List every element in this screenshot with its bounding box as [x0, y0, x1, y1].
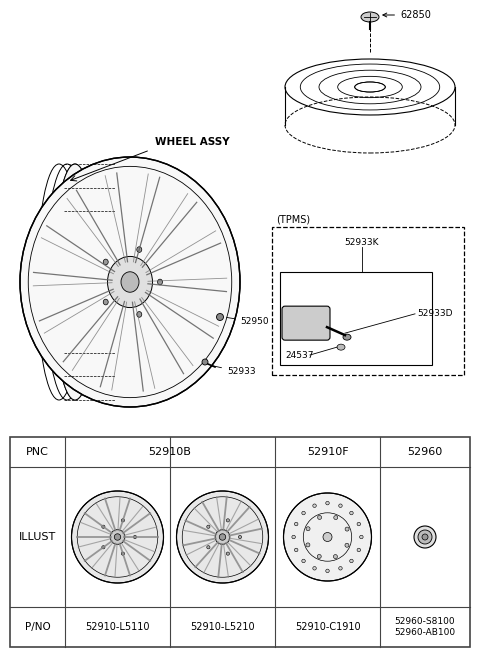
Ellipse shape — [72, 491, 164, 583]
Text: 52933D: 52933D — [417, 309, 453, 319]
Ellipse shape — [318, 516, 322, 520]
Text: 52950: 52950 — [227, 317, 269, 327]
Ellipse shape — [345, 543, 349, 547]
Ellipse shape — [202, 359, 208, 365]
Ellipse shape — [177, 491, 268, 583]
Ellipse shape — [414, 526, 436, 548]
Ellipse shape — [302, 559, 305, 562]
Ellipse shape — [157, 279, 163, 285]
Text: 52910-L5110: 52910-L5110 — [85, 622, 150, 632]
Ellipse shape — [110, 530, 125, 545]
Ellipse shape — [317, 555, 321, 558]
Ellipse shape — [360, 535, 363, 539]
Ellipse shape — [207, 525, 210, 528]
Ellipse shape — [323, 533, 332, 541]
Ellipse shape — [108, 256, 153, 307]
Ellipse shape — [313, 566, 316, 570]
Ellipse shape — [219, 533, 226, 540]
Ellipse shape — [137, 311, 142, 317]
Ellipse shape — [121, 552, 124, 555]
Ellipse shape — [137, 247, 142, 252]
Text: 52910B: 52910B — [149, 447, 192, 457]
Ellipse shape — [121, 519, 124, 522]
Ellipse shape — [313, 504, 316, 507]
Text: 24537: 24537 — [285, 350, 313, 359]
Ellipse shape — [361, 12, 379, 22]
Ellipse shape — [422, 534, 428, 540]
Text: WHEEL ASSY: WHEEL ASSY — [155, 137, 229, 147]
Ellipse shape — [114, 533, 121, 540]
Ellipse shape — [53, 164, 97, 400]
FancyBboxPatch shape — [282, 306, 330, 340]
Ellipse shape — [207, 546, 210, 549]
Ellipse shape — [292, 535, 295, 539]
Text: 52933: 52933 — [212, 365, 256, 376]
Ellipse shape — [284, 493, 372, 581]
Ellipse shape — [306, 543, 310, 547]
Ellipse shape — [133, 535, 137, 539]
Ellipse shape — [20, 157, 240, 407]
Ellipse shape — [343, 334, 351, 340]
Ellipse shape — [226, 519, 229, 522]
Text: (TPMS): (TPMS) — [276, 215, 310, 225]
Ellipse shape — [334, 516, 338, 520]
Ellipse shape — [350, 511, 353, 515]
Ellipse shape — [121, 272, 139, 292]
Text: 52933K: 52933K — [345, 238, 379, 247]
Text: 52910-L5210: 52910-L5210 — [190, 622, 255, 632]
Ellipse shape — [326, 501, 329, 505]
Bar — [10, 437, 470, 647]
Ellipse shape — [102, 546, 105, 549]
Text: PNC: PNC — [26, 447, 49, 457]
Ellipse shape — [294, 548, 298, 552]
Text: ILLUST: ILLUST — [19, 532, 56, 542]
Bar — [272, 227, 464, 375]
Ellipse shape — [294, 522, 298, 526]
Ellipse shape — [339, 566, 342, 570]
Ellipse shape — [102, 525, 105, 528]
Text: 52960-S8100
52960-AB100: 52960-S8100 52960-AB100 — [395, 617, 456, 637]
Ellipse shape — [357, 522, 360, 526]
Ellipse shape — [339, 504, 342, 507]
Ellipse shape — [103, 299, 108, 305]
Text: 52960: 52960 — [408, 447, 443, 457]
Ellipse shape — [226, 552, 229, 555]
Text: 62850: 62850 — [383, 10, 431, 20]
Text: 52910-C1910: 52910-C1910 — [295, 622, 360, 632]
Ellipse shape — [216, 313, 224, 321]
Text: P/NO: P/NO — [24, 622, 50, 632]
Ellipse shape — [357, 548, 360, 552]
Ellipse shape — [103, 259, 108, 265]
Ellipse shape — [326, 569, 329, 573]
Ellipse shape — [334, 555, 337, 558]
Bar — [280, 272, 432, 365]
Ellipse shape — [345, 527, 349, 531]
Ellipse shape — [337, 344, 345, 350]
Ellipse shape — [239, 535, 241, 539]
Text: 52910F: 52910F — [307, 447, 348, 457]
Ellipse shape — [306, 527, 310, 531]
Ellipse shape — [302, 511, 305, 515]
Ellipse shape — [350, 559, 353, 562]
Ellipse shape — [418, 530, 432, 544]
Ellipse shape — [215, 530, 230, 545]
